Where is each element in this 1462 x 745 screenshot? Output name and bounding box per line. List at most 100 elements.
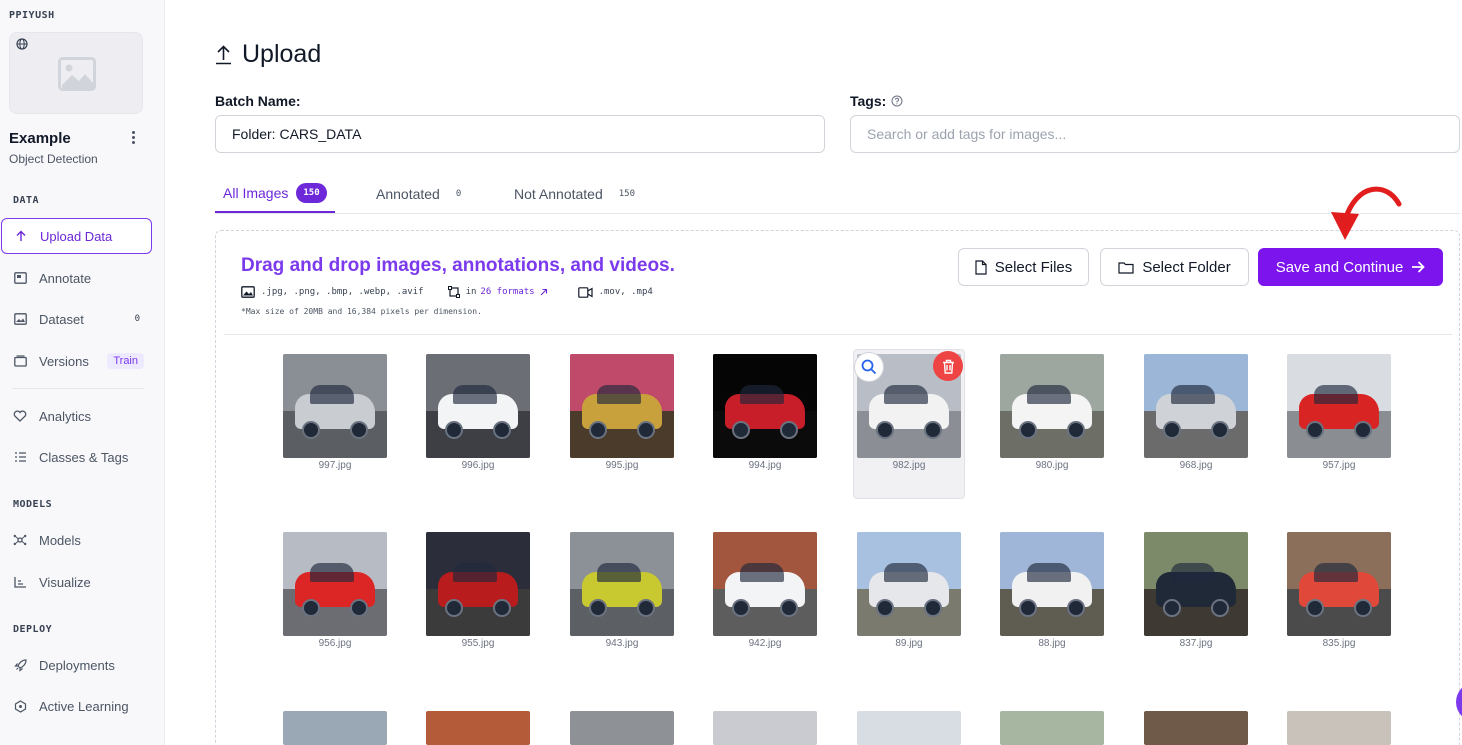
image-thumbnail[interactable] xyxy=(1144,532,1248,636)
image-thumbnail[interactable] xyxy=(283,711,387,745)
thumbnail-window xyxy=(310,385,354,404)
image-thumbnail[interactable] xyxy=(283,532,387,636)
network-icon xyxy=(13,533,27,547)
arrow-right-icon xyxy=(1412,261,1426,273)
image-thumbnail[interactable] xyxy=(570,354,674,458)
trash-icon xyxy=(942,359,954,374)
thumbnail-window xyxy=(1171,385,1215,404)
sidebar-item-active-learning[interactable]: Active Learning xyxy=(1,688,152,724)
sidebar-item-analytics[interactable]: Analytics xyxy=(1,398,152,434)
sidebar-item-label: Dataset xyxy=(39,311,84,327)
image-thumbnail[interactable] xyxy=(426,354,530,458)
annotate-icon xyxy=(13,271,27,285)
image-thumbnail[interactable] xyxy=(570,532,674,636)
thumbnail-wheel xyxy=(779,598,799,618)
image-thumbnail[interactable] xyxy=(426,532,530,636)
sidebar-item-annotate[interactable]: Annotate xyxy=(1,260,152,296)
arrow-up-icon xyxy=(14,229,28,243)
sidebar-item-models[interactable]: Models xyxy=(1,522,152,558)
sidebar-item-deployments[interactable]: Deployments xyxy=(1,647,152,683)
image-filename: 994.jpg xyxy=(748,460,782,471)
sidebar-item-versions[interactable]: Versions Train xyxy=(1,343,152,379)
thumbnail-wheel xyxy=(1210,420,1230,440)
tab-annotated[interactable]: Annotated 0 xyxy=(376,175,461,213)
thumbnail-window xyxy=(597,563,641,582)
image-thumbnail[interactable] xyxy=(857,532,961,636)
project-menu-icon[interactable] xyxy=(128,129,138,145)
image-filename: 837.jpg xyxy=(1179,638,1213,649)
image-thumbnail[interactable] xyxy=(283,354,387,458)
thumbnail-wheel xyxy=(731,598,751,618)
image-thumbnail[interactable] xyxy=(1000,532,1104,636)
sidebar-item-label: Classes & Tags xyxy=(39,449,129,465)
image-thumbnail[interactable] xyxy=(713,711,817,745)
sidebar-item-dataset[interactable]: Dataset 0 xyxy=(1,301,152,337)
image-thumbnail[interactable] xyxy=(570,711,674,745)
thumbnail-wheel xyxy=(588,598,608,618)
image-filename: 956.jpg xyxy=(318,638,352,649)
image-thumbnail[interactable] xyxy=(426,711,530,745)
image-thumbnail[interactable] xyxy=(713,354,817,458)
select-files-button[interactable]: Select Files xyxy=(958,248,1089,286)
image-thumbnail[interactable] xyxy=(1000,354,1104,458)
thumbnail-wheel xyxy=(349,420,369,440)
image-thumbnail[interactable] xyxy=(1287,711,1391,745)
rocket-icon xyxy=(13,658,27,672)
thumbnail-window xyxy=(884,563,928,582)
chart-icon xyxy=(13,575,27,589)
delete-image-button[interactable] xyxy=(933,351,963,381)
tab-all-images[interactable]: All Images 150 xyxy=(215,175,335,213)
thumbnail-wheel xyxy=(1305,598,1325,618)
batch-name-field[interactable] xyxy=(215,115,825,153)
annotation-prefix-text: in xyxy=(465,287,477,297)
image-thumbnail[interactable] xyxy=(1000,711,1104,745)
image-thumbnail[interactable] xyxy=(857,711,961,745)
image-thumbnail[interactable] xyxy=(713,532,817,636)
thumbnail-wheel xyxy=(1305,420,1325,440)
sidebar-item-visualize[interactable]: Visualize xyxy=(1,564,152,600)
project-name[interactable]: Example xyxy=(9,130,71,147)
tags-field[interactable] xyxy=(850,115,1460,153)
tags-label-text: Tags: xyxy=(850,93,887,109)
image-filename: 968.jpg xyxy=(1179,460,1213,471)
thumbnail-wheel xyxy=(731,420,751,440)
chat-widget-button[interactable] xyxy=(1456,682,1462,722)
tags-search-input[interactable] xyxy=(867,126,1443,142)
annotation-formats-link[interactable]: 26 formats xyxy=(480,287,535,297)
tab-not-annotated[interactable]: Not Annotated 150 xyxy=(514,175,635,213)
image-thumbnail[interactable] xyxy=(1144,711,1248,745)
preview-image-button[interactable] xyxy=(854,352,884,382)
upload-dropzone[interactable]: Drag and drop images, annotations, and v… xyxy=(215,230,1460,745)
image-thumbnail[interactable] xyxy=(1287,532,1391,636)
file-icon xyxy=(975,259,987,275)
select-folder-button[interactable]: Select Folder xyxy=(1100,248,1249,286)
thumbnail-wheel xyxy=(636,420,656,440)
sidebar-item-upload-data[interactable]: Upload Data xyxy=(1,218,152,254)
loop-icon xyxy=(13,699,27,713)
workspace-name[interactable]: PPIYUSH xyxy=(9,10,55,21)
project-thumbnail[interactable] xyxy=(9,32,143,114)
thumbnail-wheel xyxy=(349,598,369,618)
thumbnail-window xyxy=(740,385,784,404)
annotation-formats: in 26 formats xyxy=(447,286,554,298)
size-limit-note: *Max size of 20MB and 16,384 pixels per … xyxy=(241,307,482,316)
image-thumbnail[interactable] xyxy=(1287,354,1391,458)
sidebar-item-label: Versions xyxy=(39,353,89,369)
image-icon xyxy=(241,286,255,298)
video-formats: .mov, .mp4 xyxy=(577,286,653,298)
external-link-icon[interactable] xyxy=(539,288,548,297)
tags-label: Tags: xyxy=(850,93,903,109)
image-thumbnail[interactable] xyxy=(1144,354,1248,458)
save-and-continue-button[interactable]: Save and Continue xyxy=(1258,248,1443,286)
thumbnail-wheel xyxy=(923,598,943,618)
thumbnail-window xyxy=(1314,385,1358,404)
thumbnail-window xyxy=(1027,563,1071,582)
thumbnail-wheel xyxy=(301,420,321,440)
page-title: Upload xyxy=(215,40,321,69)
thumbnail-wheel xyxy=(1066,420,1086,440)
help-icon[interactable] xyxy=(891,95,903,107)
batch-name-input[interactable] xyxy=(232,126,808,142)
globe-icon xyxy=(16,38,28,50)
sidebar-divider xyxy=(12,388,144,389)
sidebar-item-classes-tags[interactable]: Classes & Tags xyxy=(1,439,152,475)
